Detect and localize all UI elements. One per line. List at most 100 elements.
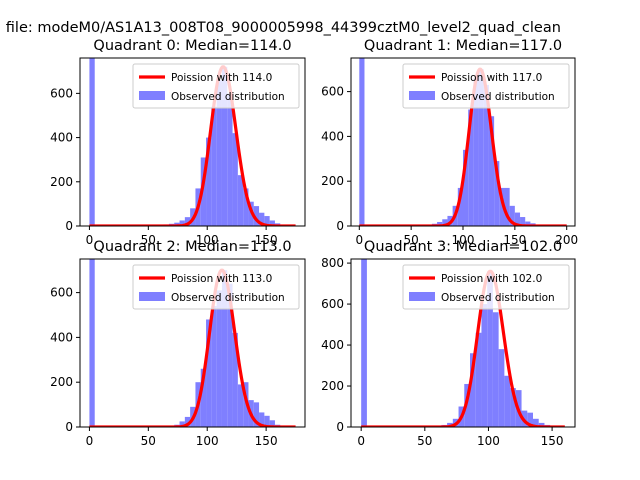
histogram-bar [211,306,217,427]
x-tick-label: 150 [503,233,526,247]
x-tick-label: 0 [355,233,363,247]
legend: Poission with 113.0 Observed distribution [132,264,300,310]
histogram-bar [498,349,505,427]
x-tick-label: 150 [255,434,278,448]
histogram-bar [216,290,222,427]
histogram-bar [514,212,521,226]
axes-frame [350,258,576,428]
histogram-bar [463,149,469,226]
quadrant-panel-0: 0 200 400 600 0 50 100 150 Quadrant 0: Median=11… [50,38,306,247]
histogram-bar [359,58,365,226]
poisson-curve [360,269,566,427]
quadrant-panel-1: 0 200 400 600 0 50 100 150 200 Quadrant 1: Median… [321,38,578,247]
y-tick-label: 0 [65,219,73,233]
histogram-bar [504,187,510,226]
y-tick-label: 200 [321,174,344,188]
histogram-bar [253,402,260,427]
y-tick-label: 600 [321,85,344,99]
panel-title: Quadrant 2: Median=113.0 [93,239,291,255]
legend: Poission with 102.0 Observed distribution [402,264,570,310]
quadrant-panel-2: 0 200 400 600 0 50 100 150 Quadrant 2: Median=11… [50,239,306,448]
histogram-bar [259,412,265,427]
histogram-bar [206,137,212,226]
histogram-bar [253,206,260,226]
panel-title: Quadrant 0: Median=114.0 [93,38,291,54]
panel-title: Quadrant 3: Median=102.0 [364,239,562,255]
legend-bar-swatch [139,292,165,301]
histogram-bar [184,217,191,226]
histogram-bar [520,217,526,226]
histogram-bar [259,212,265,226]
legend: Poission with 117.0 Observed distribution [402,63,570,109]
histogram-bar [200,368,207,427]
histogram-bar [89,58,95,226]
x-tick-label: 0 [86,434,94,448]
histogram-bar [179,220,185,226]
y-tick-label: 400 [321,129,344,143]
y-tick-label: 600 [321,297,344,311]
y-tick-label: 200 [50,375,73,389]
histogram-bar [468,109,474,226]
y-tick-label: 200 [50,175,73,189]
histogram-bar [221,66,228,226]
histogram-bar [481,304,488,427]
histogram-bar [509,205,515,226]
histogram-bar [488,116,495,226]
x-tick-label: 150 [255,233,278,247]
histogram-bar [510,388,516,427]
histogram-bar [237,175,244,226]
poisson-curve [89,268,296,427]
histogram-bar [492,312,499,427]
y-tick-label: 600 [50,286,73,300]
y-tick-label: 0 [65,420,73,434]
histogram-bar [227,93,233,226]
y-tick-label: 400 [50,330,73,344]
histogram-bar [243,188,249,226]
histogram-bar [264,216,270,226]
y-tick-label: 0 [336,420,344,434]
histogram-bar [200,157,207,226]
x-tick-label: 50 [404,233,419,247]
histogram-bar [457,187,463,226]
histogram-bar [475,332,482,427]
histogram-bar [525,221,531,226]
y-tick-label: 0 [336,219,344,233]
legend-label-observed: Observed distribution [441,292,555,304]
histogram-bar [237,384,244,427]
axes-frame [79,57,306,227]
x-tick-label: 50 [141,233,156,247]
y-tick-label: 400 [50,131,73,145]
legend-label-observed: Observed distribution [441,91,555,103]
axes-frame [79,258,306,428]
histogram-bar [494,161,500,226]
x-tick-label: 50 [417,434,432,448]
histogram-bar [264,415,270,427]
histogram-bar [227,283,233,427]
histogram-bar [232,332,238,427]
x-tick-label: 100 [452,233,475,247]
histogram-bar [499,187,505,226]
x-tick-label: 200 [555,233,578,247]
histogram-bar [232,133,238,226]
histogram-bar [437,221,443,226]
histogram-bar [269,220,275,226]
histogram-bar [206,319,212,427]
legend-bar-swatch [139,91,165,100]
legend-label-observed: Observed distribution [171,292,285,304]
histogram-bar [216,80,222,226]
y-tick-label: 600 [50,86,73,100]
panel-title: Quadrant 1: Median=117.0 [364,38,562,54]
x-tick-label: 0 [357,434,365,448]
y-tick-label: 400 [321,338,344,352]
y-tick-label: 200 [321,379,344,393]
legend-label-poisson: Poission with 117.0 [441,72,542,84]
histogram-bar [478,69,484,226]
histogram-bar [211,106,217,226]
poisson-curve [89,65,296,226]
x-tick-label: 100 [196,233,219,247]
histogram-bar [470,353,476,427]
histogram-bar [269,420,275,427]
legend-label-poisson: Poission with 113.0 [171,273,272,285]
histogram-bar [533,418,539,427]
